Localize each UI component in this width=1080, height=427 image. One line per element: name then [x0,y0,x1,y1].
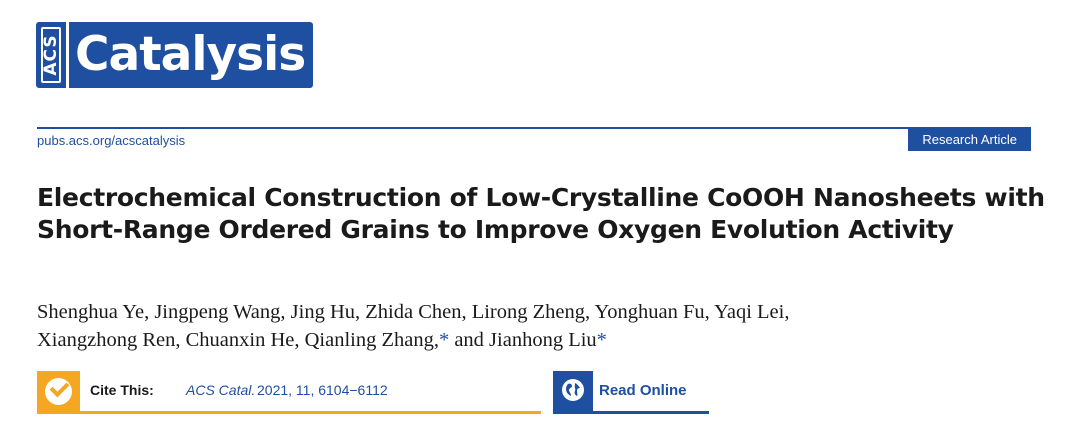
author-list-line-2b: and Jianhong Liu [449,329,597,351]
acs-logo-mark: ACS [36,22,66,88]
check-circle-icon [45,377,72,405]
author-list-line-2a: Xiangzhong Ren, Chuanxin He, Qianling Zh… [37,329,439,351]
read-online-button[interactable]: Read Online [553,371,709,414]
journal-logo: ACS Catalysis [36,22,314,88]
corresponding-author-mark[interactable]: * [438,329,450,351]
globe-icon [562,379,584,401]
cite-icon-background [37,371,80,411]
journal-name-logo: Catalysis [69,22,314,88]
cite-this-box[interactable]: Cite This: ACS Catal. 2021, 11, 6104−611… [37,371,541,414]
header-rule [37,127,1031,129]
read-online-label: Read Online [599,382,687,399]
acs-logo-text: ACS [41,34,61,76]
cite-this-label: Cite This: [90,382,154,398]
author-list-line-1: Shenghua Ye, Jingpeng Wang, Jing Hu, Zhi… [37,301,790,323]
article-type-badge: Research Article [908,129,1031,151]
corresponding-author-mark[interactable]: * [596,329,607,351]
read-icon-background [553,371,593,411]
cite-details: 2021, 11, 6104−6112 [257,382,388,398]
cite-journal: ACS Catal. [186,382,256,398]
author-list: Shenghua Ye, Jingpeng Wang, Jing Hu, Zhi… [37,298,1047,354]
article-title: Electrochemical Construction of Low-Crys… [37,183,1045,244]
journal-site-link[interactable]: pubs.acs.org/acscatalysis [37,133,186,148]
